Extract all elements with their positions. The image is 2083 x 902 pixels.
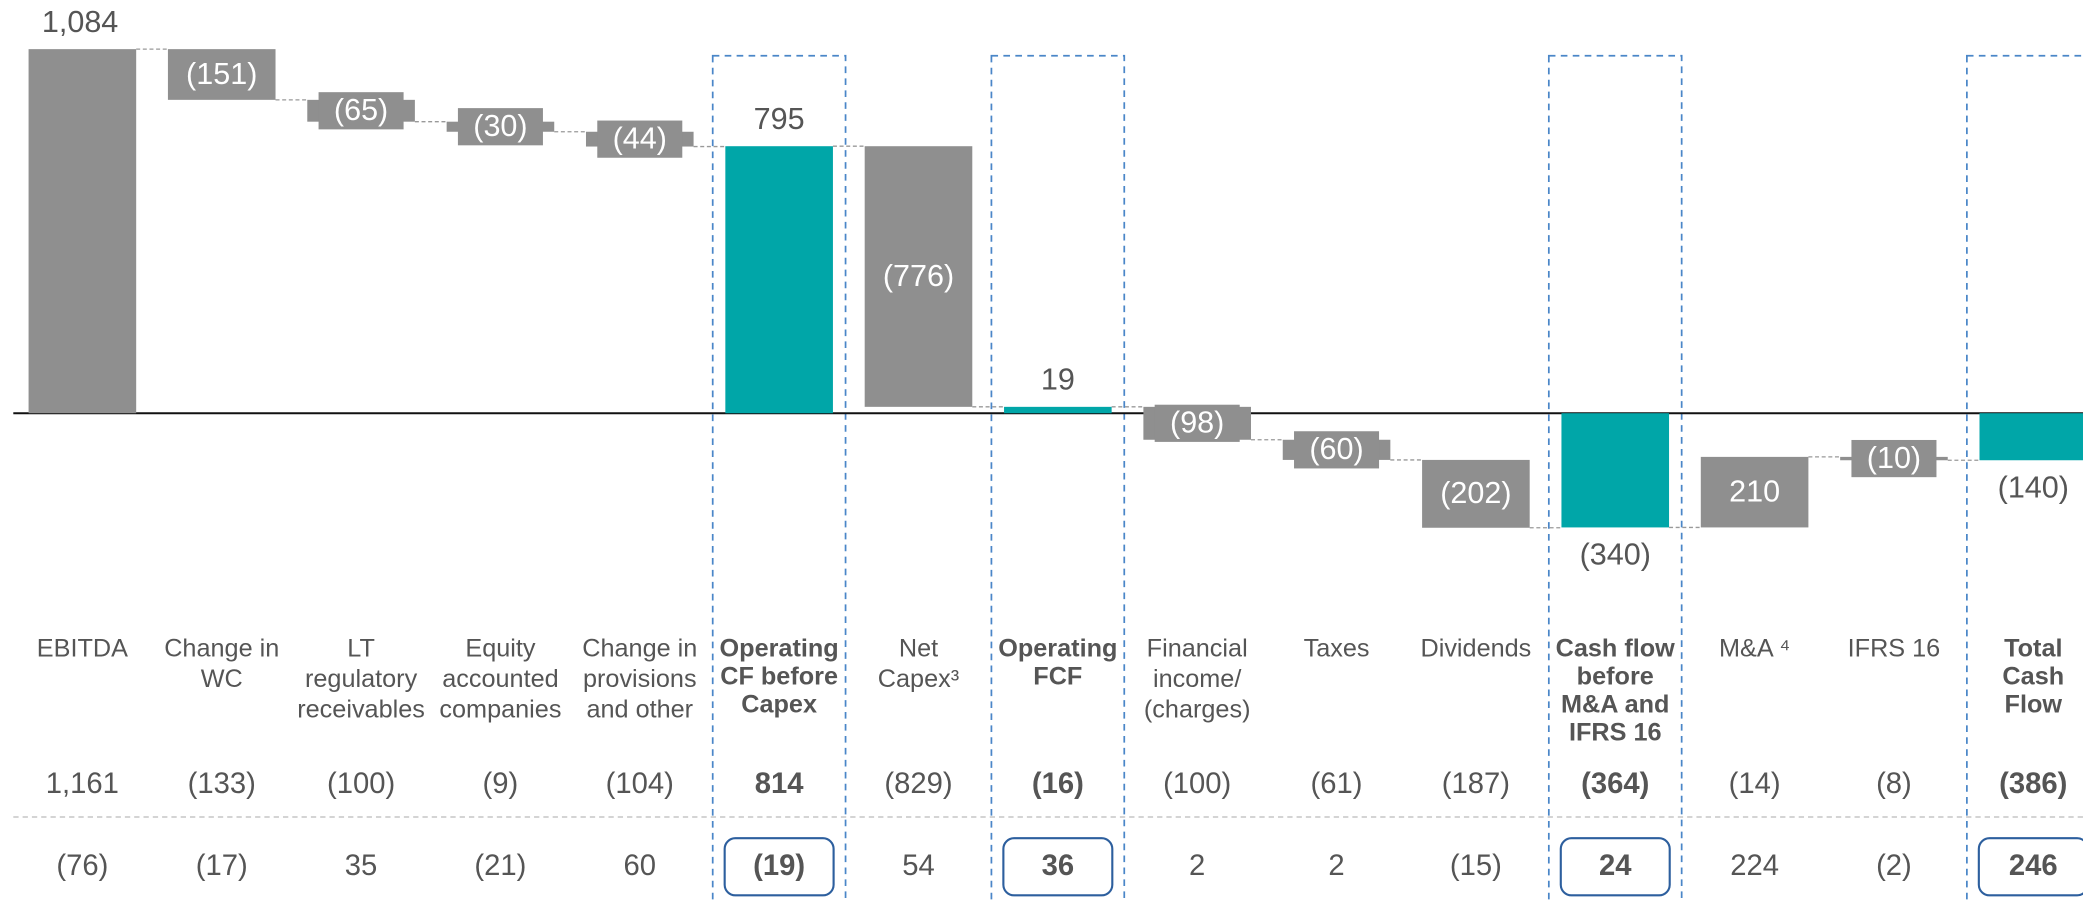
table-cell: 54 bbox=[902, 850, 935, 882]
table-cell: (104) bbox=[606, 768, 674, 800]
x-category-label: Operating CF before Capex bbox=[720, 634, 839, 718]
table-cell: (19) bbox=[753, 850, 805, 882]
table-cell: (100) bbox=[1163, 768, 1231, 800]
value-label: (60) bbox=[1309, 432, 1363, 466]
value-label: (340) bbox=[1580, 538, 1651, 572]
x-category-label: EBITDA bbox=[37, 634, 128, 662]
label-background bbox=[1154, 404, 1240, 442]
table-cell: 36 bbox=[1042, 850, 1075, 882]
table-cell: (364) bbox=[1581, 768, 1649, 800]
table-cell: (187) bbox=[1442, 768, 1510, 800]
table-cell: 1,161 bbox=[46, 768, 119, 800]
value-box bbox=[723, 837, 835, 897]
x-category-label: Total Cash Flow bbox=[2002, 634, 2064, 718]
x-category-label: Equity accounted companies bbox=[439, 634, 561, 723]
value-box bbox=[1002, 837, 1114, 897]
x-category-label: Change in provisions and other bbox=[582, 634, 697, 723]
table-cell: (76) bbox=[56, 850, 108, 882]
x-category-label: Cash flow before M&A and IFRS 16 bbox=[1556, 634, 1676, 746]
bar bbox=[1979, 413, 2083, 461]
table-cell: 24 bbox=[1599, 850, 1632, 882]
table-cell: 814 bbox=[755, 768, 805, 800]
label-background bbox=[1851, 439, 1937, 478]
value-label: 1,084 bbox=[42, 5, 118, 39]
bar bbox=[1561, 413, 1670, 528]
label-background bbox=[1294, 431, 1380, 469]
table-cell: (15) bbox=[1450, 850, 1502, 882]
table-cell: (17) bbox=[196, 850, 248, 882]
total-highlight-box bbox=[1966, 54, 2083, 902]
x-category-label: Change in WC bbox=[164, 634, 279, 693]
table-cell: (100) bbox=[327, 768, 395, 800]
table-cell: (386) bbox=[1999, 768, 2067, 800]
value-label: 210 bbox=[1729, 475, 1780, 509]
value-box bbox=[1559, 837, 1671, 897]
bar bbox=[1700, 456, 1809, 528]
x-category-label: IFRS 16 bbox=[1848, 634, 1941, 662]
table-cell: (8) bbox=[1876, 768, 1912, 800]
table-cell: (2) bbox=[1876, 850, 1912, 882]
bar bbox=[1422, 459, 1530, 528]
x-category-label: Financial income/(charges) bbox=[1144, 634, 1251, 723]
total-highlight-box bbox=[990, 54, 1126, 902]
value-label: (44) bbox=[613, 122, 667, 156]
table-cell: (133) bbox=[188, 768, 256, 800]
bar bbox=[28, 49, 137, 414]
x-category-label: LT regulatory receivables bbox=[297, 634, 425, 723]
label-background bbox=[457, 108, 543, 146]
table-cell: 60 bbox=[624, 850, 657, 882]
bar bbox=[167, 49, 276, 100]
value-label: (10) bbox=[1867, 441, 1921, 475]
table-cell: (829) bbox=[884, 768, 952, 800]
table-cell: (16) bbox=[1032, 768, 1084, 800]
value-label: (65) bbox=[334, 93, 388, 127]
value-label: (776) bbox=[883, 259, 954, 293]
value-box bbox=[1977, 837, 2083, 897]
table-cell: (21) bbox=[474, 850, 526, 882]
table-cell: 246 bbox=[2009, 850, 2058, 882]
value-label: 19 bbox=[1041, 363, 1075, 397]
table-cell: 35 bbox=[345, 850, 378, 882]
total-highlight-box bbox=[1547, 54, 1683, 902]
bar bbox=[864, 146, 973, 407]
label-background bbox=[318, 92, 404, 130]
bar bbox=[725, 146, 833, 414]
value-label: (140) bbox=[1998, 471, 2069, 505]
label-background bbox=[597, 120, 683, 158]
x-category-label: Taxes bbox=[1304, 634, 1370, 662]
bar bbox=[1004, 406, 1112, 414]
table-cell: (14) bbox=[1729, 768, 1781, 800]
table-cell: 2 bbox=[1328, 850, 1344, 882]
x-category-label: Dividends bbox=[1420, 634, 1531, 662]
x-category-label: Operating FCF bbox=[998, 634, 1117, 690]
x-category-label: M&A ⁴ bbox=[1719, 634, 1790, 662]
table-cell: (9) bbox=[483, 768, 519, 800]
value-label: (30) bbox=[473, 109, 527, 143]
table-cell: (61) bbox=[1311, 768, 1363, 800]
x-category-label: Net Capex³ bbox=[878, 634, 959, 693]
table-cell: 2 bbox=[1189, 850, 1205, 882]
total-highlight-box bbox=[711, 54, 847, 902]
value-label: (151) bbox=[186, 57, 257, 91]
value-label: (98) bbox=[1170, 406, 1224, 440]
value-label: (202) bbox=[1440, 476, 1511, 510]
table-cell: 224 bbox=[1730, 850, 1779, 882]
value-label: 795 bbox=[754, 102, 805, 136]
